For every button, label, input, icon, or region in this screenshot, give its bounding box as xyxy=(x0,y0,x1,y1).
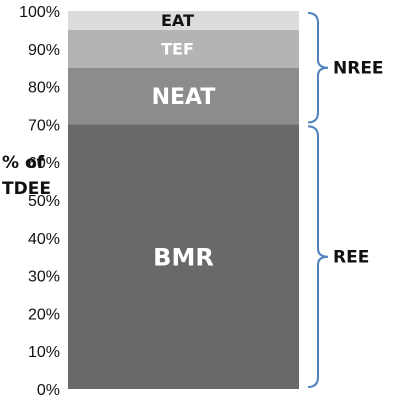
y-tick-label: 90% xyxy=(28,42,60,59)
y-tick-label: 70% xyxy=(28,117,60,134)
bar-segment-label-eat: EAT xyxy=(161,11,194,30)
y-tick-label: 0% xyxy=(37,382,60,399)
brace-nree xyxy=(307,12,329,124)
group-braces: REE NREE xyxy=(307,12,384,388)
bar-segment-tef xyxy=(68,29,299,68)
stacked-bar: BMR NEAT TEF EAT xyxy=(68,11,299,390)
y-tick-label: 80% xyxy=(28,80,60,97)
y-tick-label: 40% xyxy=(28,231,60,248)
group-label-ree: REE xyxy=(333,248,369,268)
bar-segment-eat xyxy=(68,11,299,30)
bar-segment-neat xyxy=(68,67,299,125)
y-tick-label: 60% xyxy=(28,155,60,172)
group-label-nree: NREE xyxy=(333,59,384,79)
bar-segment-label-bmr: BMR xyxy=(153,243,214,271)
brace-ree xyxy=(307,125,329,388)
y-tick-label: 20% xyxy=(28,306,60,323)
y-tick-label: 10% xyxy=(28,344,60,361)
y-axis-label-line-1: % of xyxy=(2,153,45,173)
y-tick-label: 30% xyxy=(28,269,60,286)
y-tick-label: 100% xyxy=(19,4,60,21)
bar-segment-bmr xyxy=(68,124,299,390)
bar-segment-label-neat: NEAT xyxy=(152,85,216,110)
y-axis-label-line-2: TDEE xyxy=(2,179,51,199)
y-axis-ticks: 0% 10% 20% 30% 40% 50% 60% 70% 80% 90% 100% xyxy=(19,4,60,399)
y-tick-label: 50% xyxy=(28,193,60,210)
bar-segment-label-tef: TEF xyxy=(161,40,194,59)
